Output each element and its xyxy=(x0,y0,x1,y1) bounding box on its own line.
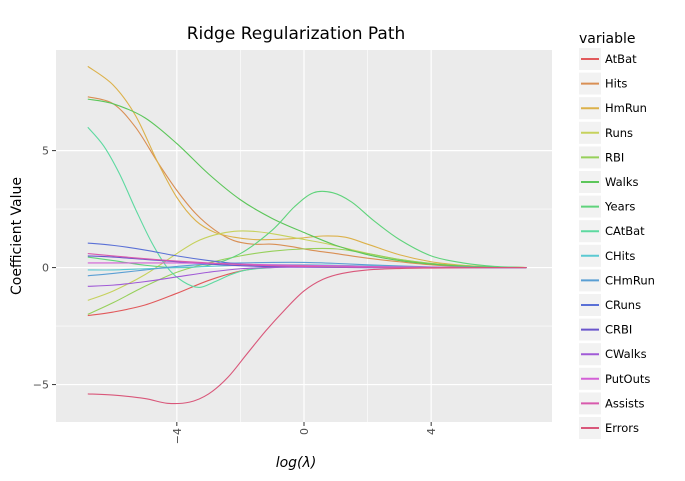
chart-title: Ridge Regularization Path xyxy=(187,24,406,44)
legend-label-walks: Walks xyxy=(605,175,639,189)
series-line-errors xyxy=(87,267,527,405)
legend-title: variable xyxy=(579,31,635,47)
x-axis-title: log(λ) xyxy=(276,455,317,471)
x-tick-label: 4 xyxy=(425,428,438,435)
y-tick-label: 0 xyxy=(42,262,49,275)
x-axis-title-symbol: λ xyxy=(302,455,311,471)
x-axis-title-close: ) xyxy=(310,455,316,471)
series-line-walks xyxy=(87,98,527,269)
legend: AtBat Hits HmRun Runs RBI Walks Years CAtBat CHi… xyxy=(579,48,655,439)
legend-label-chmrun: CHmRun xyxy=(605,273,655,287)
x-tick-label: −4 xyxy=(171,428,184,444)
series-line-hmrun xyxy=(87,65,527,269)
legend-label-putouts: PutOuts xyxy=(605,372,650,386)
legend-label-hits: Hits xyxy=(605,77,627,91)
legend-label-rbi: RBI xyxy=(605,150,624,164)
y-axis-title: Coefficient Value xyxy=(9,177,25,295)
legend-label-assists: Assists xyxy=(605,396,645,410)
legend-label-atbat: AtBat xyxy=(605,52,637,66)
legend-label-cwalks: CWalks xyxy=(605,347,647,361)
legend-label-years: Years xyxy=(604,200,635,214)
legend-label-catbat: CAtBat xyxy=(605,224,645,238)
legend-label-crbi: CRBI xyxy=(605,323,632,337)
legend-label-errors: Errors xyxy=(605,421,639,435)
x-tick-label: 0 xyxy=(298,428,311,435)
x-axis-title-base: log( xyxy=(276,455,303,471)
grid-lines xyxy=(56,50,552,422)
y-tick-label: 5 xyxy=(42,145,49,158)
legend-label-runs: Runs xyxy=(605,126,633,140)
y-axis-ticks: −5 0 5 xyxy=(33,145,56,392)
legend-label-hmrun: HmRun xyxy=(605,101,647,115)
legend-label-cruns: CRuns xyxy=(605,298,641,312)
series-lines xyxy=(87,65,527,405)
y-tick-label: −5 xyxy=(33,379,49,392)
legend-label-chits: CHits xyxy=(605,249,635,263)
x-axis-ticks: −4 0 4 xyxy=(171,422,438,444)
